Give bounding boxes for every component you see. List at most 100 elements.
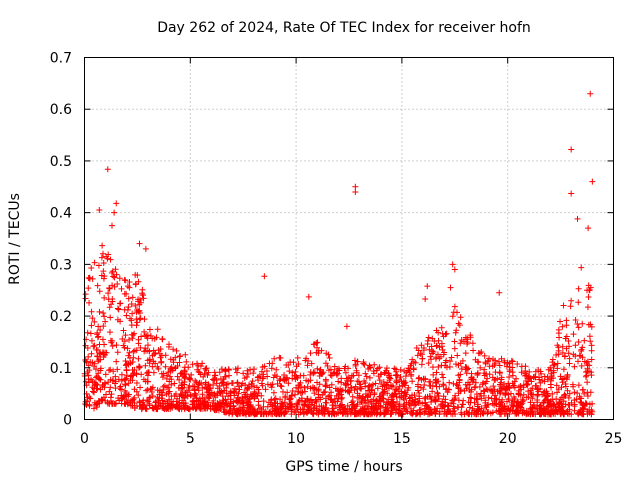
data-point (338, 396, 345, 403)
data-point (176, 406, 183, 413)
data-point (572, 316, 579, 323)
data-point (176, 353, 183, 360)
data-point (291, 372, 298, 379)
data-point (239, 380, 246, 387)
data-point (95, 370, 102, 377)
data-point (149, 352, 156, 359)
data-point (142, 378, 149, 385)
data-point (560, 398, 567, 405)
data-point (583, 359, 590, 366)
data-point (264, 381, 271, 388)
data-point (130, 348, 137, 355)
data-point (91, 405, 98, 412)
data-point (367, 409, 374, 416)
data-point (541, 373, 548, 380)
data-point (441, 349, 448, 356)
data-point (490, 383, 497, 390)
data-point (244, 367, 251, 374)
data-point (472, 379, 479, 386)
data-point (125, 393, 132, 400)
data-point (182, 392, 189, 399)
data-point (313, 386, 320, 393)
data-point (125, 295, 132, 302)
data-point (153, 334, 160, 341)
data-point (169, 404, 176, 411)
data-point (137, 384, 144, 391)
data-point (335, 410, 342, 417)
data-point (318, 407, 325, 414)
data-point (547, 410, 554, 417)
data-point (304, 408, 311, 415)
data-point (123, 372, 130, 379)
data-point (304, 362, 311, 369)
data-point (528, 391, 535, 398)
data-point (557, 373, 564, 380)
data-point (428, 356, 435, 363)
data-point (216, 369, 223, 376)
data-point (339, 406, 346, 413)
data-point (226, 372, 233, 379)
data-point (126, 336, 133, 343)
data-point (98, 272, 105, 279)
data-point (486, 363, 493, 370)
data-point (136, 316, 143, 323)
data-point (263, 367, 270, 374)
data-point (294, 406, 301, 413)
data-point (91, 259, 98, 266)
data-point (588, 323, 595, 330)
data-point (264, 403, 271, 410)
data-point (307, 407, 314, 414)
data-point (205, 369, 212, 376)
data-point (176, 376, 183, 383)
data-point (182, 351, 189, 358)
data-point (218, 403, 225, 410)
data-point (358, 385, 365, 392)
data-point (201, 405, 208, 412)
data-point (435, 329, 442, 336)
data-point (502, 391, 509, 398)
data-point (578, 264, 585, 271)
data-point (574, 215, 581, 222)
data-point (131, 330, 138, 337)
data-point (130, 331, 137, 338)
data-point (259, 375, 266, 382)
data-point (315, 394, 322, 401)
data-point (145, 398, 152, 405)
data-point (532, 374, 539, 381)
data-point (299, 406, 306, 413)
data-point (144, 332, 151, 339)
data-point (118, 285, 125, 292)
data-point (160, 370, 167, 377)
data-point (127, 377, 134, 384)
data-point (242, 411, 249, 418)
data-point (506, 374, 513, 381)
data-point (193, 360, 200, 367)
data-point (425, 411, 432, 418)
data-point (452, 392, 459, 399)
data-point (269, 402, 276, 409)
data-point (429, 388, 436, 395)
data-point (559, 323, 566, 330)
data-point (430, 349, 437, 356)
data-point (504, 360, 511, 367)
data-point (509, 372, 516, 379)
data-point (183, 358, 190, 365)
data-point (584, 408, 591, 415)
data-point (138, 333, 145, 340)
data-point (555, 351, 562, 358)
data-point (322, 382, 329, 389)
data-point (420, 347, 427, 354)
data-point (240, 370, 247, 377)
data-point (328, 389, 335, 396)
data-point (266, 360, 273, 367)
data-point (314, 365, 321, 372)
data-point (254, 374, 261, 381)
data-point (353, 367, 360, 374)
data-point (124, 283, 131, 290)
data-point (222, 373, 229, 380)
data-point (205, 394, 212, 401)
data-point (135, 278, 142, 285)
data-point (225, 367, 232, 374)
data-point (451, 338, 458, 345)
data-point (338, 379, 345, 386)
